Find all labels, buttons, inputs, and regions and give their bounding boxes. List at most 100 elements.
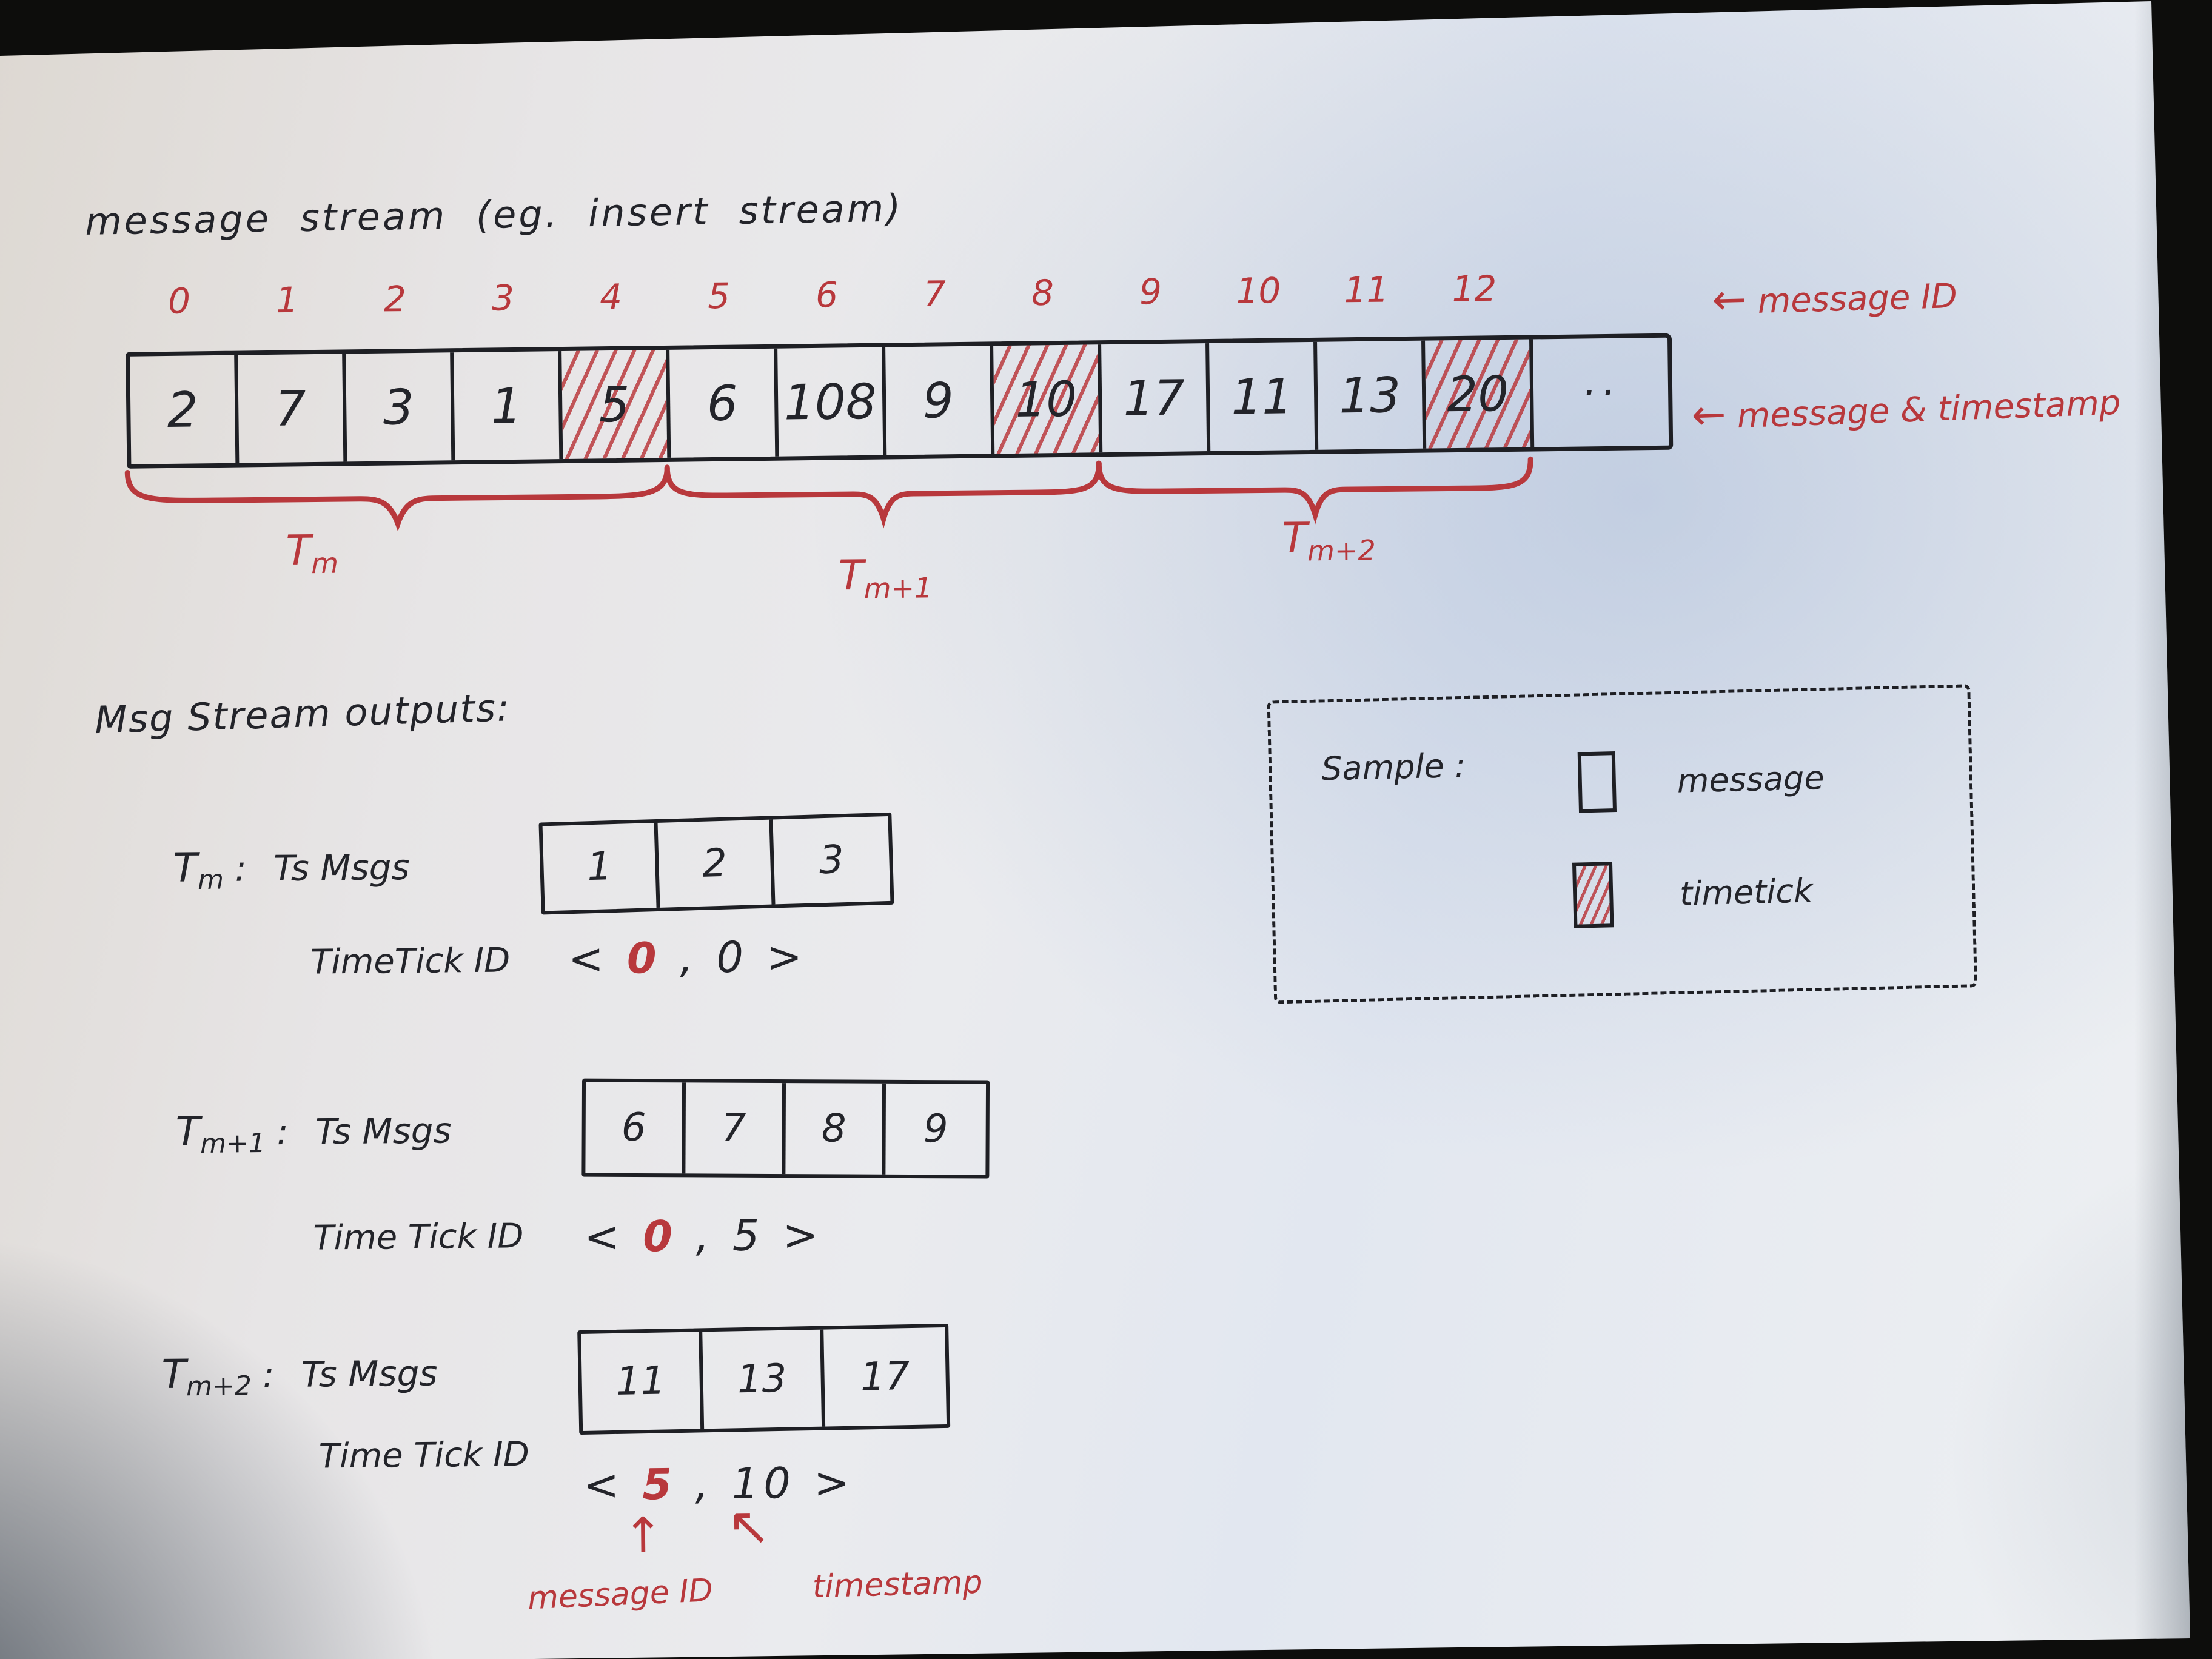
ts-msgs-cell: 1: [542, 822, 660, 911]
output-row-label: Tm : Ts Msgs: [173, 842, 410, 896]
legend-item-label: timetick: [1679, 871, 1814, 913]
brace-m+1: [664, 460, 1102, 529]
stream-cells-row: 2 7 3 1 5 6 108 9 10 17 11 13 20 ··: [126, 333, 1674, 469]
stream-cell-timetick: 10: [993, 344, 1103, 454]
message-swatch-icon: [1577, 751, 1617, 813]
ts-msgs-cell: 6: [585, 1082, 686, 1174]
stream-index-8: 8: [1031, 272, 1054, 314]
label-separator: :: [265, 1111, 300, 1153]
angle-close: >: [795, 1458, 855, 1508]
up-left-arrow-icon: ↖: [726, 1496, 771, 1558]
timetick-message-id: 5: [642, 1459, 677, 1510]
stream-index-11: 11: [1344, 269, 1389, 311]
output-row-label: Tm+1 : Ts Msgs: [175, 1105, 452, 1159]
stream-cell-message: 9: [885, 346, 995, 455]
stream-cell-message: 7: [238, 354, 347, 463]
label-separator: :: [223, 848, 258, 890]
ts-msgs-cell: 13: [702, 1329, 826, 1429]
timetick-id-value: < 5 , 10 >: [583, 1458, 854, 1510]
angle-open: <: [584, 1212, 643, 1262]
brace-path: [664, 460, 1102, 529]
ts-msgs-cell: 2: [657, 819, 776, 908]
ts-msgs-label: Ts Msgs: [273, 846, 410, 890]
timetick-id-label: Time Tick ID: [318, 1435, 530, 1476]
outputs-heading: Msg Stream outputs:: [94, 685, 512, 743]
message-id-annotation: message ID: [526, 1572, 714, 1617]
stream-cell-message: 17: [1101, 343, 1211, 453]
window-label-sub: m+2: [1307, 534, 1376, 568]
window-sub: m+2: [186, 1370, 252, 1403]
ts-msgs-cell: 3: [819, 837, 845, 883]
timetick-timestamp: 5: [732, 1210, 765, 1261]
window-base: T: [175, 1108, 201, 1155]
window-sub: m: [197, 864, 224, 896]
stream-cell-message: 13: [1317, 340, 1427, 450]
window-label-sub: m: [311, 546, 339, 580]
timetick-id-value: < 0 , 5 >: [584, 1210, 823, 1262]
stream-cell-message: 2: [130, 355, 240, 464]
stream-cell-message: 6: [669, 348, 779, 458]
window-label-m: Tm: [286, 526, 338, 580]
left-arrow-icon: ←: [1691, 390, 1727, 440]
window-label-sub: m+1: [863, 571, 933, 605]
stream-cell-message: 11: [1209, 341, 1319, 451]
comma-separator: ,: [661, 933, 717, 984]
ts-msgs-box: 11 13 17: [577, 1323, 951, 1435]
window-base: T: [161, 1350, 187, 1398]
stream-index-9: 9: [1139, 271, 1162, 313]
ts-msgs-cell: 8: [785, 1083, 886, 1175]
stream-cell-message: ··: [1581, 369, 1620, 416]
stream-cells-row-label-text: message & timestamp: [1736, 383, 2122, 437]
stream-index-4: 4: [599, 276, 623, 318]
stream-cell-timetick: 5: [561, 349, 671, 460]
stream-index-end: [1528, 266, 1672, 309]
stream-index-12: 12: [1452, 267, 1497, 310]
stream-index-0: 0: [167, 280, 191, 322]
page-title: message stream (eg. insert stream): [84, 186, 903, 244]
ts-msgs-label: Ts Msgs: [301, 1352, 438, 1395]
timetick-swatch-icon: [1572, 862, 1614, 928]
legend-title: Sample :: [1321, 746, 1466, 788]
stream-index-6: 6: [815, 274, 839, 316]
stream-index-row: 0 1 2 3 4 5 6 7 8 9 10 11 12: [125, 266, 1672, 322]
outputs-rows: Tm : Ts Msgs 1 2 3 TimeTick ID < 0 , 0 > Tm+1 …: [0, 0, 2204, 1510]
output-row-label: Tm+2 : Ts Msgs: [161, 1349, 438, 1403]
ts-msgs-cell: 11: [581, 1332, 705, 1431]
window-base: T: [173, 844, 198, 891]
timetick-id-label: Time Tick ID: [313, 1216, 524, 1258]
angle-open: <: [568, 933, 628, 984]
timetick-id-label: TimeTick ID: [310, 940, 511, 982]
stream-index-10: 10: [1236, 270, 1281, 312]
angle-close: >: [763, 1210, 823, 1261]
window-label-base: T: [1282, 514, 1308, 563]
ts-msgs-cell: 9: [923, 1107, 948, 1152]
brace-m: [124, 464, 670, 532]
stream-cell-message: 3: [346, 352, 455, 462]
timetick-message-id: 0: [642, 1211, 678, 1262]
ts-msgs-cell: 7: [685, 1082, 786, 1175]
timetick-id-value: < 0 , 0 >: [568, 932, 808, 984]
window-label-m+1: Tm+1: [839, 551, 933, 605]
angle-close: >: [748, 931, 808, 982]
stream-index-row-label: ← message ID: [1712, 270, 1958, 324]
timetick-timestamp: 0: [716, 932, 749, 983]
angle-open: <: [583, 1460, 643, 1510]
window-label-base: T: [838, 551, 864, 600]
window-sub: m+1: [199, 1127, 266, 1159]
window-braces: Tm Tm+1 Tm+2: [124, 453, 1681, 662]
stream-cell-message: 108: [777, 347, 887, 457]
label-separator: :: [251, 1354, 286, 1396]
brace-m+2: [1096, 456, 1533, 525]
window-label-base: T: [286, 526, 312, 575]
legend-box: Sample : message timetick: [1267, 684, 1977, 1004]
ts-msgs-label: Ts Msgs: [315, 1110, 452, 1153]
timestamp-annotation: timestamp: [812, 1564, 984, 1606]
timetick-message-id: 0: [626, 933, 662, 984]
stream-cell-message: 1: [454, 351, 563, 461]
stream-index-row-label-text: message ID: [1757, 276, 1958, 321]
